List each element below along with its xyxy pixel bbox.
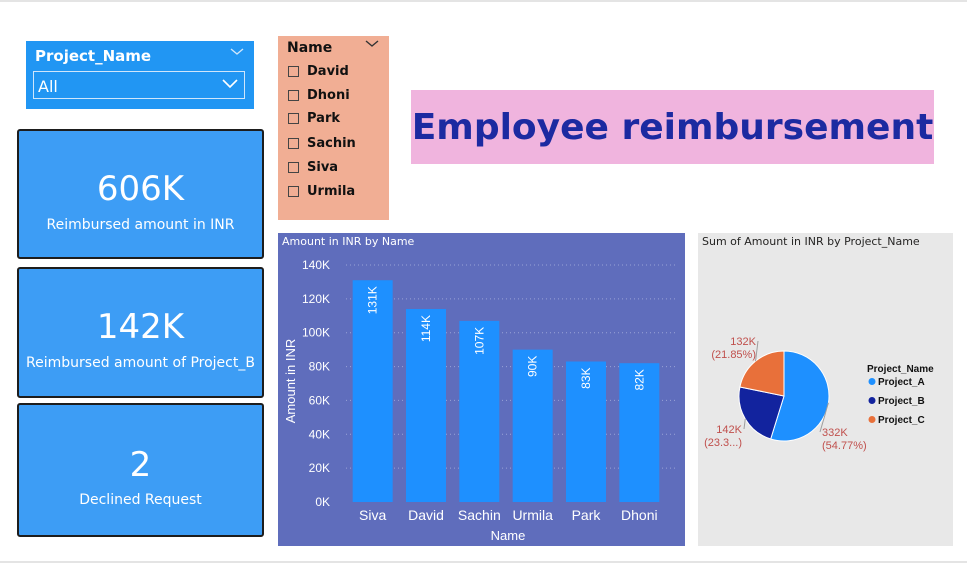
pie-leader-line	[755, 340, 759, 362]
kpi-value: 142K	[96, 307, 185, 347]
dashboard-title: Employee reimbursement	[411, 106, 934, 148]
legend-marker	[868, 397, 876, 404]
y-axis-title: Amount in INR	[283, 339, 298, 424]
legend-marker	[868, 378, 876, 385]
legend-title: Project_Name	[867, 364, 934, 375]
checkbox[interactable]	[288, 112, 299, 124]
y-tick-label: 0K	[315, 495, 330, 509]
y-tick-label: 20K	[309, 461, 330, 475]
bar	[512, 349, 553, 502]
bar-chart-title: Amount in INR by Name	[282, 235, 415, 248]
name-option-dhoni[interactable]: Dhoni	[288, 86, 350, 104]
legend-label: Project_B	[878, 396, 925, 407]
bar	[406, 309, 446, 502]
chevron-down-icon[interactable]	[230, 46, 244, 59]
chevron-down-icon[interactable]	[365, 38, 379, 51]
checkbox[interactable]	[288, 161, 299, 173]
option-label: Dhoni	[307, 87, 350, 103]
pie-slice	[739, 350, 785, 397]
kpi-value: 2	[129, 445, 152, 485]
bar-data-label: 82K	[632, 369, 646, 390]
kpi-card-declined: 2 Declined Request	[17, 403, 264, 537]
x-tick-label: Urmila	[512, 507, 553, 523]
bar-data-label: 114K	[419, 315, 433, 342]
option-label: David	[307, 63, 349, 79]
name-slicer-title: Name	[287, 40, 333, 56]
project-slicer-title: Project_Name	[35, 47, 152, 65]
kpi-label: Declined Request	[79, 492, 202, 508]
pie-data-label-pct: (21.85%)	[711, 349, 756, 361]
bottom-border	[0, 561, 967, 563]
pie-data-label-pct: (54.77%)	[822, 440, 867, 452]
bar-data-label: 131K	[366, 286, 380, 314]
name-option-sachin[interactable]: Sachin	[288, 134, 356, 152]
kpi-label: Reimbursed amount of Project_B	[26, 355, 255, 371]
option-label: Park	[307, 110, 341, 126]
kpi-card-project-b: 142K Reimbursed amount of Project_B	[17, 267, 264, 398]
checkbox[interactable]	[288, 137, 299, 149]
bar-chart-amount-by-name[interactable]: 0K 20K 40K 60K 80K 100K 120K 140K 131K Siva 114K Da…	[278, 233, 685, 546]
bar-chart-svg: 0K 20K 40K 60K 80K 100K 120K 140K 131K Siva 114K Da…	[283, 258, 678, 543]
bar	[352, 280, 393, 502]
x-tick-label: Park	[572, 507, 602, 523]
kpi-card-reimbursed: 606K Reimbursed amount in INR	[17, 129, 264, 259]
option-label: Urmila	[307, 183, 356, 199]
bar-data-label: 107K	[472, 327, 486, 355]
name-option-siva[interactable]: Siva	[288, 158, 338, 176]
y-tick-label: 120K	[302, 292, 330, 306]
checkbox[interactable]	[288, 89, 299, 101]
pie-chart-svg: 332K(54.77%) 142K(23.3...) 132K(21.85%) Pro…	[704, 336, 934, 452]
x-tick-label: David	[408, 507, 444, 523]
bar	[459, 320, 500, 502]
project-name-slicer[interactable]: Project_Name All	[26, 41, 254, 109]
pie-data-label: 142K	[716, 424, 742, 436]
name-option-park[interactable]: Park	[288, 109, 340, 127]
bar-data-label: 83K	[579, 367, 593, 388]
bar	[619, 363, 660, 502]
checkbox[interactable]	[288, 185, 299, 197]
pie-data-label: 132K	[730, 336, 756, 348]
y-tick-label: 140K	[302, 258, 330, 272]
dropdown-arrow-icon[interactable]	[220, 74, 240, 98]
kpi-label: Reimbursed amount in INR	[46, 217, 235, 233]
kpi-value: 606K	[96, 169, 185, 209]
legend-marker	[868, 416, 876, 423]
project-dropdown[interactable]: All	[33, 71, 245, 99]
pie-leader-line	[819, 402, 829, 433]
option-label: Sachin	[307, 135, 356, 151]
legend-label: Project_A	[878, 377, 925, 388]
title-banner: Employee reimbursement	[411, 90, 934, 164]
legend-label: Project_C	[878, 415, 925, 426]
bar-data-label: 90K	[526, 356, 540, 377]
x-tick-label: Siva	[359, 507, 386, 523]
name-slicer[interactable]: Name David Dhoni Park Sachin Siva Urmila	[278, 36, 389, 220]
y-tick-label: 100K	[302, 326, 330, 340]
pie-slice	[770, 350, 830, 442]
y-tick-label: 80K	[309, 360, 330, 374]
bar	[566, 361, 606, 502]
name-option-david[interactable]: David	[288, 62, 349, 80]
pie-chart-amount-by-project[interactable]: 332K (54.77%) 142K (23.3...) 132K (21.85%) Pro…	[698, 233, 953, 546]
pie-chart-title: Sum of Amount in INR by Project_Name	[702, 235, 920, 248]
project-dropdown-value: All	[38, 77, 58, 96]
pie-leader-line	[743, 418, 746, 430]
name-option-urmila[interactable]: Urmila	[288, 182, 355, 200]
pie-data-label: 332K	[822, 427, 848, 439]
x-tick-label: Dhoni	[621, 507, 658, 523]
x-tick-label: Sachin	[458, 507, 501, 523]
top-border	[0, 0, 967, 2]
y-tick-label: 60K	[309, 393, 330, 407]
x-axis-title: Name	[491, 528, 526, 543]
option-label: Siva	[307, 159, 339, 175]
pie-data-label-pct: (23.3...)	[704, 437, 742, 449]
checkbox[interactable]	[288, 65, 299, 77]
y-tick-label: 40K	[309, 427, 330, 441]
